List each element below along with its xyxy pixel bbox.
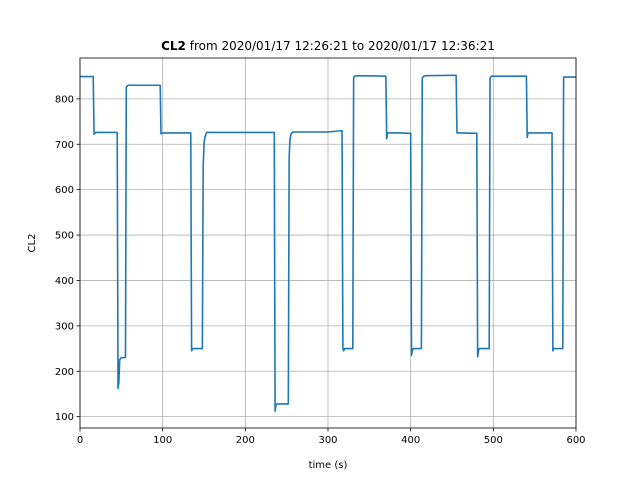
chart-title-rest: from 2020/01/17 12:26:21 to 2020/01/17 1… [186,39,495,53]
y-axis-label: CL2 [27,234,38,253]
y-tick-label: 100 [55,412,74,423]
x-tick-label: 300 [318,435,337,446]
y-tick-label: 500 [55,231,74,242]
y-tick-label: 300 [55,321,74,332]
x-tick-label: 600 [566,435,585,446]
x-tick-label: 500 [484,435,503,446]
x-tick-label: 100 [153,435,172,446]
y-tick-label: 200 [55,367,74,378]
y-tick-label: 400 [55,276,74,287]
x-axis-label: time (s) [309,460,348,471]
x-tick-label: 0 [77,435,83,446]
x-tick-label: 400 [401,435,420,446]
y-tick-label: 600 [55,185,74,196]
chart-title: CL2 from 2020/01/17 12:26:21 to 2020/01/… [161,39,495,53]
chart-title-bold: CL2 [161,39,186,53]
y-tick-label: 800 [55,94,74,105]
x-axis-ticks: 0 100 200 300 400 500 600 [77,428,586,446]
y-axis-ticks: 100 200 300 400 500 600 700 800 [55,94,80,423]
plot-lines [80,74,576,413]
x-tick-label: 200 [236,435,255,446]
y-tick-label: 700 [55,140,74,151]
series-line-0 [80,74,576,413]
